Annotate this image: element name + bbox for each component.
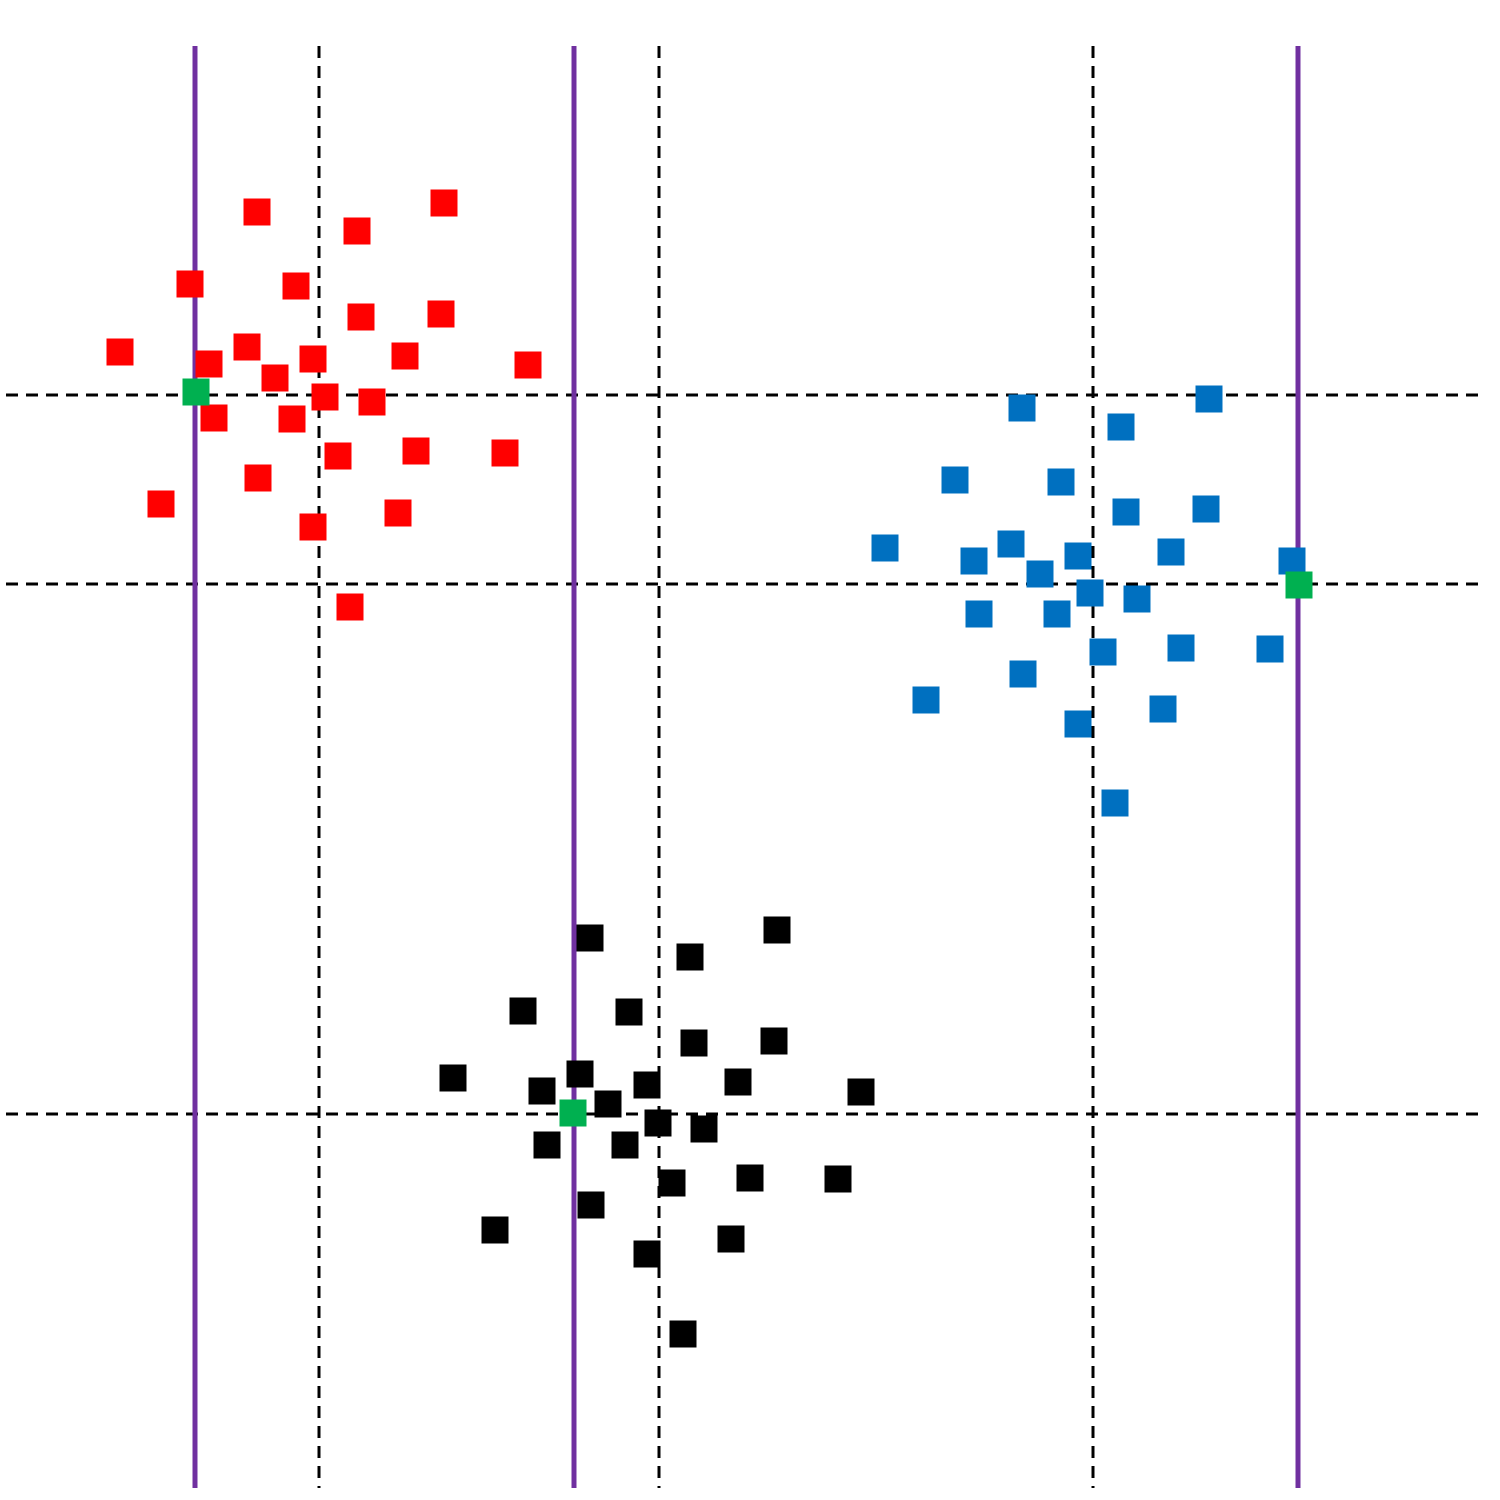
black-point-5: [615, 998, 643, 1026]
blue-point-4: [941, 466, 969, 494]
green-point-2: [1285, 571, 1313, 599]
red-point-7: [427, 300, 455, 328]
black-point-2: [676, 943, 704, 971]
black-point-22: [577, 1191, 605, 1219]
red-point-25: [299, 513, 327, 541]
red-point-21: [491, 439, 519, 467]
blue-point-5: [1047, 468, 1075, 496]
black-point-3: [763, 916, 791, 944]
blue-point-22: [1009, 660, 1037, 688]
blue-point-1: [1008, 394, 1036, 422]
blue-point-26: [1101, 789, 1129, 817]
red-point-14: [261, 364, 289, 392]
blue-point-14: [1026, 560, 1054, 588]
blue-point-25: [1064, 710, 1092, 738]
blue-point-12: [1157, 538, 1185, 566]
blue-point-8: [871, 534, 899, 562]
blue-point-19: [1089, 638, 1117, 666]
black-point-24: [717, 1225, 745, 1253]
red-point-6: [347, 303, 375, 331]
blue-point-9: [960, 547, 988, 575]
red-point-20: [402, 437, 430, 465]
green-point-1: [182, 378, 210, 406]
blue-point-7: [1192, 495, 1220, 523]
black-point-18: [611, 1131, 639, 1159]
black-point-7: [760, 1027, 788, 1055]
red-point-12: [391, 342, 419, 370]
green-point-3: [559, 1099, 587, 1127]
black-point-16: [690, 1115, 718, 1143]
red-point-2: [343, 217, 371, 245]
blue-point-10: [997, 530, 1025, 558]
black-point-23: [481, 1216, 509, 1244]
blue-point-3: [1107, 413, 1135, 441]
black-point-25: [633, 1240, 661, 1268]
black-point-10: [566, 1060, 594, 1088]
blue-point-17: [965, 600, 993, 628]
black-point-21: [824, 1165, 852, 1193]
black-point-12: [724, 1068, 752, 1096]
red-point-16: [358, 388, 386, 416]
red-point-11: [299, 345, 327, 373]
black-point-1: [576, 924, 604, 952]
red-point-23: [147, 490, 175, 518]
black-point-15: [644, 1109, 672, 1137]
black-point-4: [509, 997, 537, 1025]
black-point-14: [594, 1090, 622, 1118]
black-point-20: [736, 1164, 764, 1192]
black-point-13: [847, 1078, 875, 1106]
red-point-24: [384, 499, 412, 527]
blue-point-23: [912, 686, 940, 714]
red-point-1: [243, 198, 271, 226]
blue-point-24: [1149, 695, 1177, 723]
red-point-26: [336, 593, 364, 621]
black-point-19: [658, 1169, 686, 1197]
red-point-8: [106, 338, 134, 366]
blue-point-18: [1043, 600, 1071, 628]
black-point-9: [528, 1077, 556, 1105]
red-point-19: [324, 442, 352, 470]
red-point-5: [282, 272, 310, 300]
blue-point-13: [1278, 547, 1306, 575]
black-point-26: [669, 1320, 697, 1348]
red-point-18: [278, 405, 306, 433]
data-points: [106, 189, 1313, 1348]
blue-point-15: [1076, 579, 1104, 607]
black-point-6: [680, 1029, 708, 1057]
black-point-17: [533, 1131, 561, 1159]
blue-point-21: [1256, 635, 1284, 663]
black-point-8: [439, 1064, 467, 1092]
reference-lines: [6, 46, 1480, 1488]
red-point-13: [514, 351, 542, 379]
blue-point-11: [1064, 542, 1092, 570]
red-point-3: [430, 189, 458, 217]
red-point-22: [244, 464, 272, 492]
blue-point-20: [1167, 634, 1195, 662]
red-point-17: [200, 404, 228, 432]
blue-point-2: [1195, 385, 1223, 413]
blue-point-6: [1112, 498, 1140, 526]
red-point-10: [233, 333, 261, 361]
red-point-4: [176, 270, 204, 298]
black-point-11: [633, 1071, 661, 1099]
red-point-15: [311, 383, 339, 411]
red-point-9: [195, 350, 223, 378]
blue-point-16: [1123, 585, 1151, 613]
